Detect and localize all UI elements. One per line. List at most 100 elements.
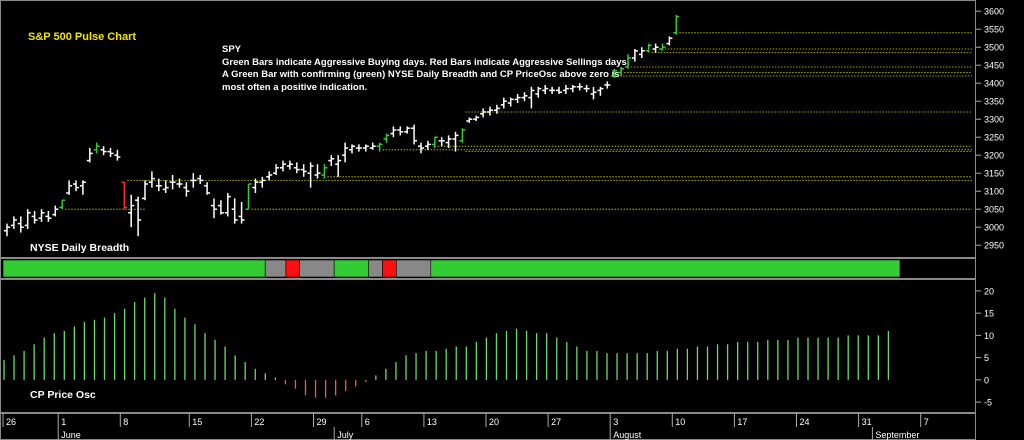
ohlc-bar bbox=[618, 67, 625, 76]
ohlc-bar bbox=[576, 83, 583, 91]
ohlc-bar bbox=[142, 180, 148, 201]
price-tick-label: 3400 bbox=[984, 79, 1004, 89]
description-line: A Green Bar with confirming (green) NYSE… bbox=[222, 69, 620, 80]
ohlc-bar bbox=[121, 181, 128, 210]
ohlc-bar bbox=[376, 142, 383, 152]
ohlc-bar bbox=[390, 126, 397, 138]
price-tick-label: 3150 bbox=[984, 169, 1004, 179]
ohlc-bar bbox=[349, 144, 355, 154]
breadth-segment bbox=[430, 259, 901, 278]
price-tick-label: 3550 bbox=[984, 25, 1004, 35]
breadth-segment bbox=[395, 259, 432, 278]
day-tick-label: 20 bbox=[489, 417, 499, 427]
osc-tick-label: 5 bbox=[984, 353, 989, 363]
ohlc-bar bbox=[162, 180, 169, 193]
ohlc-bar bbox=[10, 216, 17, 229]
ohlc-bar bbox=[197, 175, 204, 184]
ohlc-bar bbox=[238, 202, 245, 224]
day-tick-label: 24 bbox=[800, 417, 810, 427]
ohlc-bar bbox=[645, 43, 652, 53]
ohlc-bar bbox=[155, 178, 162, 192]
chart-title: S&P 500 Pulse Chart bbox=[28, 31, 137, 43]
ohlc-bar bbox=[190, 173, 197, 188]
ohlc-bar bbox=[73, 180, 79, 192]
ohlc-bar bbox=[638, 47, 645, 58]
price-tick-label: 3200 bbox=[984, 151, 1004, 161]
ohlc-bar bbox=[204, 182, 211, 195]
ohlc-bar bbox=[556, 86, 562, 94]
ohlc-bar bbox=[383, 133, 390, 143]
day-tick-label: 27 bbox=[551, 417, 561, 427]
ohlc-bar bbox=[31, 211, 38, 224]
day-tick-label: 10 bbox=[675, 417, 685, 427]
price-tick-label: 3350 bbox=[984, 97, 1004, 107]
ohlc-bar bbox=[507, 97, 514, 107]
price-tick-label: 2950 bbox=[984, 241, 1004, 251]
month-tick-label: June bbox=[61, 430, 81, 440]
ohlc-bar bbox=[259, 176, 266, 188]
price-tick-label: 3250 bbox=[984, 133, 1004, 143]
ohlc-bar bbox=[597, 86, 604, 96]
ohlc-bar bbox=[590, 86, 597, 100]
price-panel-frame bbox=[0, 0, 976, 258]
ohlc-bar bbox=[562, 85, 569, 94]
breadth-panel-frame bbox=[0, 258, 976, 279]
ohlc-bar bbox=[652, 43, 659, 53]
ohlc-bar bbox=[245, 183, 252, 210]
ohlc-bar bbox=[466, 117, 473, 123]
ohlc-bar bbox=[438, 137, 445, 147]
ohlc-bar bbox=[114, 149, 121, 161]
ohlc-bar bbox=[355, 144, 362, 152]
ohlc-bar bbox=[500, 97, 507, 109]
ohlc-bar bbox=[521, 92, 528, 102]
ohlc-bar bbox=[321, 164, 328, 179]
osc-tick-label: 20 bbox=[984, 286, 994, 296]
month-tick-label: July bbox=[337, 430, 354, 440]
ohlc-bar bbox=[666, 36, 673, 46]
osc-tick-label: 0 bbox=[984, 375, 989, 385]
price-tick-label: 3500 bbox=[984, 43, 1004, 53]
day-tick-label: 31 bbox=[862, 417, 872, 427]
ohlc-bar bbox=[431, 136, 438, 148]
ohlc-bar bbox=[549, 86, 556, 94]
ohlc-bar bbox=[569, 85, 576, 93]
symbol-label: SPY bbox=[222, 44, 242, 55]
breadth-segment bbox=[264, 259, 287, 278]
ohlc-bar bbox=[514, 94, 521, 103]
ohlc-bar bbox=[86, 148, 93, 163]
breadth-segment bbox=[2, 259, 266, 278]
ohlc-bar bbox=[535, 86, 542, 98]
breadth-segment bbox=[333, 259, 370, 278]
day-tick-label: 6 bbox=[365, 417, 370, 427]
ohlc-bar bbox=[328, 155, 335, 166]
ohlc-bar bbox=[418, 142, 424, 154]
day-tick-label: 29 bbox=[317, 417, 327, 427]
breadth-segment bbox=[285, 259, 300, 278]
ohlc-bar bbox=[93, 142, 100, 154]
day-tick-label: 13 bbox=[427, 417, 437, 427]
ohlc-bar bbox=[135, 196, 142, 237]
breadth-segment bbox=[299, 259, 335, 278]
day-tick-label: 26 bbox=[6, 417, 16, 427]
price-tick-label: 3450 bbox=[984, 61, 1004, 71]
ohlc-bar bbox=[24, 209, 31, 229]
ohlc-bar bbox=[79, 180, 86, 195]
ohlc-bar bbox=[183, 182, 190, 197]
osc-tick-label: 10 bbox=[984, 331, 994, 341]
ohlc-bar bbox=[673, 14, 680, 35]
ohlc-bar bbox=[659, 43, 666, 51]
ohlc-bar bbox=[528, 86, 535, 109]
ohlc-bar bbox=[280, 160, 286, 172]
breadth-panel-label: NYSE Daily Breadth bbox=[30, 242, 130, 254]
ohlc-bar bbox=[266, 171, 273, 181]
ohlc-bar bbox=[411, 124, 418, 145]
ohlc-bar bbox=[404, 126, 411, 134]
ohlc-bar bbox=[176, 178, 183, 188]
day-tick-label: 1 bbox=[61, 417, 66, 427]
ohlc-bar bbox=[300, 164, 307, 177]
month-tick-label: August bbox=[613, 430, 642, 440]
price-tick-label: 3100 bbox=[984, 187, 1004, 197]
ohlc-bar bbox=[362, 144, 369, 152]
ohlc-bar bbox=[424, 140, 431, 150]
